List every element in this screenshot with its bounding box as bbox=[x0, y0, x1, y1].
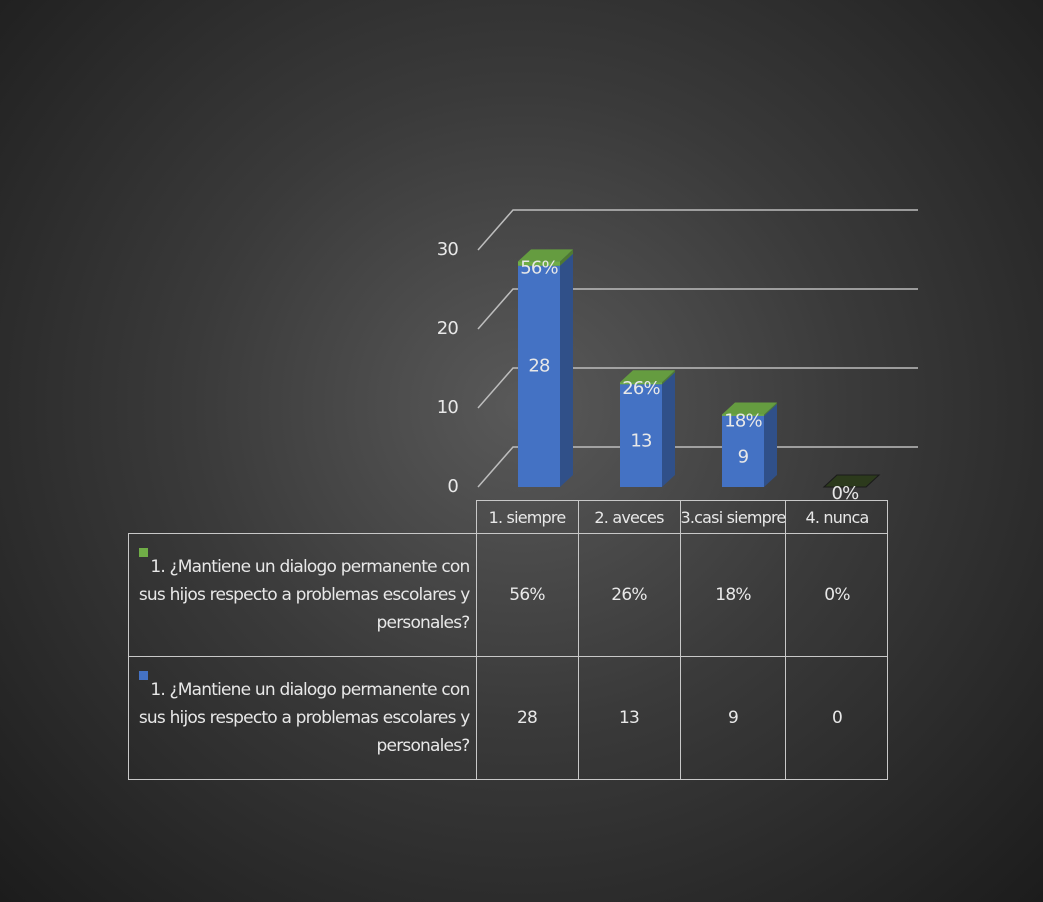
value-label: 28 bbox=[528, 355, 550, 376]
value-label: 18% bbox=[724, 410, 762, 431]
bar-segment bbox=[722, 414, 764, 416]
legend-label: 1. ¿Mantiene un dialogo permanente con s… bbox=[138, 557, 470, 633]
bar-top bbox=[518, 249, 573, 262]
blank-cell bbox=[128, 500, 477, 534]
table-cell: 13 bbox=[577, 656, 681, 780]
y-tick-label: 10 bbox=[437, 397, 459, 418]
table-cell: 28 bbox=[475, 656, 579, 780]
value-label: 13 bbox=[630, 431, 652, 452]
grid-line bbox=[477, 446, 918, 488]
x-tick-label: 3.casi siempre bbox=[679, 500, 787, 534]
value-label: 26% bbox=[622, 378, 660, 399]
bar-segment bbox=[518, 265, 560, 487]
table-cell: 56% bbox=[475, 533, 579, 657]
legend-cell: 1. ¿Mantiene un dialogo permanente con s… bbox=[128, 533, 477, 657]
bar-segment bbox=[620, 384, 662, 487]
x-tick-label: 2. aveces bbox=[577, 500, 681, 534]
value-label: 0% bbox=[832, 483, 860, 504]
y-tick-label: 0 bbox=[447, 476, 458, 497]
bar-top bbox=[822, 474, 881, 488]
bar-side bbox=[764, 402, 777, 416]
legend-swatch bbox=[139, 671, 148, 680]
x-tick-label: 1. siempre bbox=[475, 500, 579, 534]
grid-line bbox=[477, 209, 918, 251]
grid-line bbox=[477, 367, 918, 409]
value-label: 9 bbox=[738, 446, 749, 467]
grid-line bbox=[477, 288, 918, 330]
y-tick-label: 30 bbox=[437, 239, 459, 260]
bar-side bbox=[764, 403, 777, 487]
bar-side bbox=[560, 253, 573, 487]
data-table: 1. siempre 2. aveces 3.casi siempre 4. nunc… bbox=[128, 500, 889, 780]
legend-label: 1. ¿Mantiene un dialogo permanente con s… bbox=[138, 680, 470, 756]
legend-swatch bbox=[139, 548, 148, 557]
x-tick-label: 4. nunca bbox=[785, 500, 889, 534]
bar-side bbox=[662, 370, 675, 385]
bar-top bbox=[620, 370, 675, 383]
bar-segment bbox=[518, 261, 560, 266]
table-cell: 0% bbox=[785, 533, 889, 657]
value-label: 56% bbox=[520, 257, 558, 278]
table-cell: 0 bbox=[785, 656, 889, 780]
bar-top bbox=[722, 402, 777, 415]
y-tick-label: 20 bbox=[437, 318, 459, 339]
bar-side bbox=[560, 249, 573, 266]
legend-cell: 1. ¿Mantiene un dialogo permanente con s… bbox=[128, 656, 477, 780]
bar-segment bbox=[620, 382, 662, 385]
bar-side bbox=[662, 372, 675, 487]
table-cell: 18% bbox=[679, 533, 787, 657]
table-cell: 26% bbox=[577, 533, 681, 657]
table-cell: 9 bbox=[679, 656, 787, 780]
bar-segment bbox=[722, 415, 764, 487]
